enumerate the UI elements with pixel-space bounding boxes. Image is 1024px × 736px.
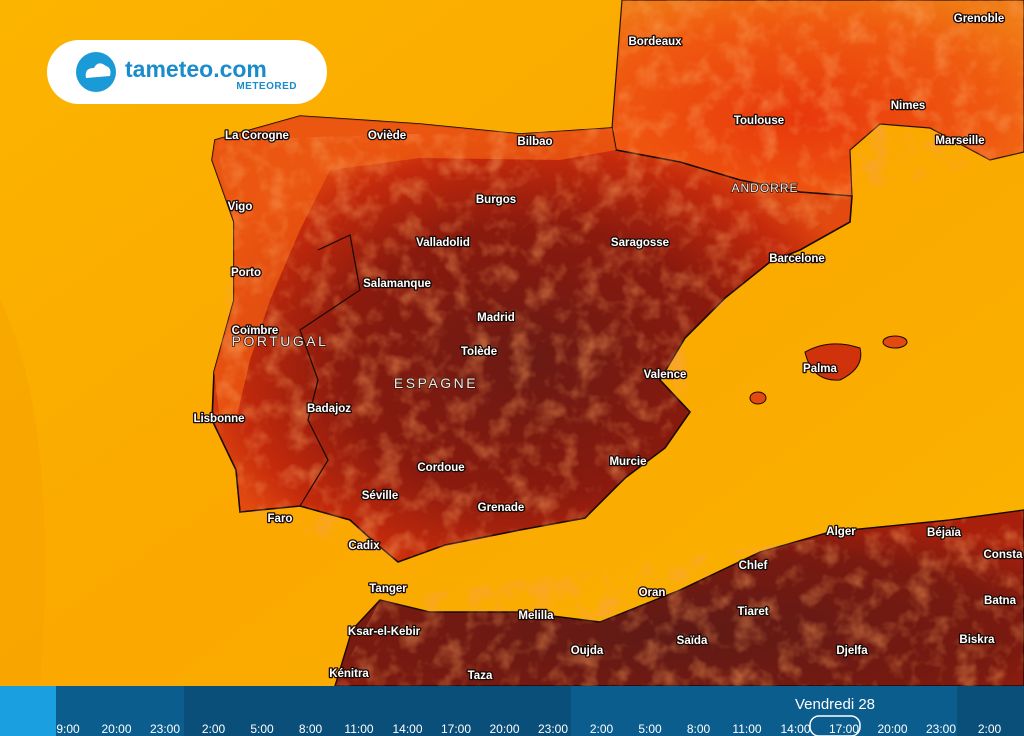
city-label: Séville [362, 490, 398, 502]
time-selected[interactable] [809, 715, 861, 736]
time-label[interactable]: 14:00 [780, 722, 810, 736]
city-label: Biskra [959, 634, 995, 646]
time-label[interactable]: 5:00 [250, 722, 274, 736]
region-label: PORTUGAL [232, 333, 329, 349]
city-label: Oujda [571, 645, 604, 657]
city-label: Oran [639, 587, 666, 599]
city-label: Ksar-el-Kebir [348, 626, 421, 638]
city-label: Palma [803, 363, 837, 375]
timeline-day-label: Vendredi 28 [795, 696, 875, 713]
city-label: Melilla [518, 610, 554, 622]
city-label: Vigo [228, 201, 253, 213]
time-label[interactable]: 23:00 [150, 722, 180, 736]
city-label: Béjaïa [927, 527, 961, 539]
city-label: Tolède [461, 346, 497, 358]
time-label[interactable]: 11:00 [732, 722, 761, 736]
city-label: Porto [231, 267, 261, 279]
city-label: Coïmbre [232, 325, 279, 337]
time-label[interactable]: 2:00 [590, 722, 614, 736]
city-label: Saragosse [611, 237, 669, 249]
city-label: Burgos [476, 194, 516, 206]
time-label[interactable]: 20:00 [489, 722, 519, 736]
time-label[interactable]: 17:00 [441, 722, 471, 736]
city-label: Grenade [478, 502, 525, 514]
logo-tagline: METEORED [236, 81, 297, 92]
time-label[interactable]: 14:00 [392, 722, 422, 736]
city-label: Saïda [677, 635, 708, 647]
time-label[interactable]: 23:00 [926, 722, 956, 736]
time-label[interactable]: 23:00 [538, 722, 568, 736]
city-label: Bilbao [517, 136, 552, 148]
logo-name: tameteo.com [125, 56, 267, 82]
time-label[interactable]: 9:00 [56, 722, 80, 736]
city-label: Valladolid [416, 237, 470, 249]
logo-cloud [85, 63, 111, 78]
timeline-day [56, 686, 184, 736]
mallorca [804, 343, 862, 381]
city-label: Salamanque [363, 278, 431, 290]
city-label: Oviède [368, 130, 406, 142]
city-label: Badajoz [307, 403, 351, 415]
city-label: Djelfa [836, 645, 868, 657]
city-label: Barcelone [769, 253, 825, 265]
city-label: La Corogne [225, 130, 289, 142]
city-label: Chlef [739, 560, 768, 572]
city-label: Kénitra [329, 668, 369, 680]
ibiza [749, 391, 767, 405]
city-label: Marseille [935, 135, 984, 147]
city-label: Cordoue [417, 462, 464, 474]
time-label[interactable]: 20:00 [101, 722, 131, 736]
sea-shade [0, 300, 45, 686]
menorca [882, 335, 908, 349]
time-label[interactable]: 20:00 [877, 722, 907, 736]
timeline-day [571, 686, 957, 736]
labels: La Corogne Oviède Bilbao Bordeaux Toulouse Ni… [192, 12, 1024, 684]
border [299, 234, 361, 507]
time-label[interactable]: 8:00 [687, 722, 711, 736]
city-label: Valence [644, 369, 687, 381]
city-label: Nimes [891, 100, 926, 112]
texture [212, 0, 1024, 686]
time-label[interactable]: 2:00 [978, 722, 1002, 736]
time-label[interactable]: 5:00 [638, 722, 662, 736]
region-label: ANDORRE [731, 181, 798, 195]
time-list: 9:00 20:00 23:00 2:00 5:00 8:00 11:00 14:00 17:0… [56, 722, 1001, 736]
city-label: Murcie [609, 456, 646, 468]
time-label[interactable]: 8:00 [299, 722, 323, 736]
city-label: Consta [984, 549, 1024, 561]
city-label: Toulouse [734, 115, 784, 127]
time-label[interactable]: 17:00 [829, 722, 859, 736]
city-label: Tanger [369, 583, 407, 595]
city-label: Faro [268, 513, 293, 525]
city-label: Taza [468, 670, 493, 682]
region-label: ESPAGNE [394, 375, 478, 391]
time-label[interactable]: 11:00 [344, 722, 373, 736]
city-label: Cadix [348, 540, 380, 552]
city-label: Madrid [477, 312, 515, 324]
city-label: Tiaret [737, 606, 768, 618]
city-label: Bordeaux [628, 36, 682, 48]
city-label: Grenoble [954, 13, 1004, 25]
timeline-past [0, 686, 56, 736]
time-label[interactable]: 2:00 [202, 722, 226, 736]
city-label: Alger [826, 526, 856, 538]
logo-box [47, 40, 327, 104]
city-label: Batna [984, 595, 1017, 607]
city-label: Lisbonne [193, 413, 244, 425]
